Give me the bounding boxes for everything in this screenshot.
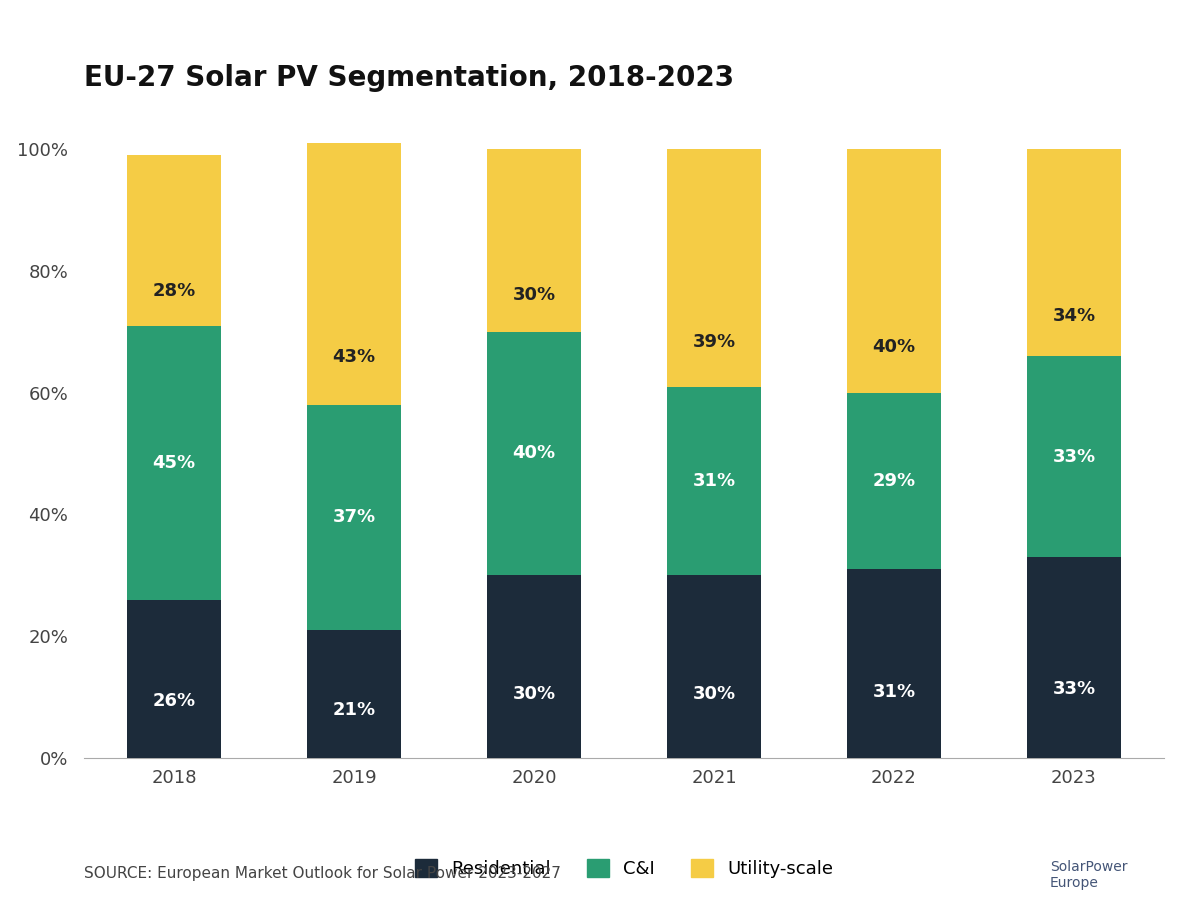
Bar xyxy=(847,393,941,569)
Bar xyxy=(487,149,581,331)
Bar xyxy=(307,404,401,630)
Bar xyxy=(307,143,401,404)
Text: 33%: 33% xyxy=(1052,679,1096,698)
Bar xyxy=(127,326,221,600)
Text: 33%: 33% xyxy=(1052,447,1096,466)
Bar xyxy=(127,155,221,326)
Text: SOURCE: European Market Outlook for Solar Power 2023-2027: SOURCE: European Market Outlook for Sola… xyxy=(84,866,560,881)
Bar xyxy=(667,386,761,575)
Text: 21%: 21% xyxy=(332,701,376,719)
Text: 37%: 37% xyxy=(332,509,376,527)
Legend: Residential, C&I, Utility-scale: Residential, C&I, Utility-scale xyxy=(406,850,842,887)
Bar xyxy=(847,149,941,393)
Bar xyxy=(667,575,761,758)
Text: 40%: 40% xyxy=(512,445,556,463)
Text: EU-27 Solar PV Segmentation, 2018-2023: EU-27 Solar PV Segmentation, 2018-2023 xyxy=(84,64,734,92)
Text: 26%: 26% xyxy=(152,692,196,710)
Bar xyxy=(847,569,941,758)
Text: SolarPower
Europe: SolarPower Europe xyxy=(1050,860,1128,890)
Text: 31%: 31% xyxy=(872,683,916,701)
Text: 39%: 39% xyxy=(692,333,736,351)
Bar xyxy=(1027,557,1121,758)
Text: 30%: 30% xyxy=(692,685,736,703)
Text: 30%: 30% xyxy=(512,685,556,703)
Text: 31%: 31% xyxy=(692,472,736,490)
Text: 28%: 28% xyxy=(152,282,196,300)
Text: 30%: 30% xyxy=(512,287,556,304)
Text: 34%: 34% xyxy=(1052,307,1096,325)
Bar xyxy=(127,600,221,758)
Text: 29%: 29% xyxy=(872,472,916,490)
Text: 45%: 45% xyxy=(152,454,196,472)
Bar xyxy=(667,149,761,386)
Bar xyxy=(1027,149,1121,356)
Text: 43%: 43% xyxy=(332,348,376,365)
Bar xyxy=(307,630,401,758)
Bar xyxy=(487,331,581,575)
Bar xyxy=(487,575,581,758)
Bar xyxy=(1027,356,1121,557)
Text: 40%: 40% xyxy=(872,338,916,356)
